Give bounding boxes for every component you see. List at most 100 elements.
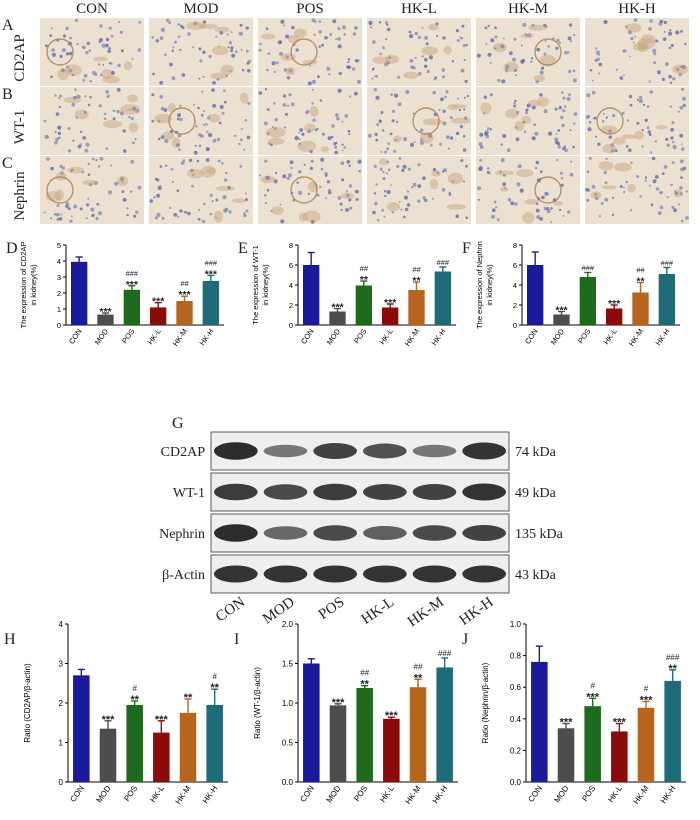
nucleus [373,164,377,168]
nucleus [54,140,58,145]
nucleus [402,137,408,142]
nucleus [351,67,356,71]
nucleus [534,131,539,136]
nucleus [165,164,168,167]
nucleus [499,170,502,174]
nucleus [309,64,311,67]
nucleus [86,203,90,207]
nucleus [98,211,103,216]
nucleus [629,55,632,58]
stain-region [503,62,519,72]
nucleus [633,18,638,22]
nucleus [73,96,77,100]
nucleus [348,133,351,136]
nucleus [316,127,319,130]
nucleus [628,30,633,35]
nucleus [282,174,287,179]
stain-region [627,183,637,193]
nucleus [305,111,308,114]
nucleus [657,70,661,75]
y-tick-label: 0.0 [282,778,294,787]
nucleus [54,130,57,133]
stain-region [372,56,389,64]
stain-region [384,54,399,64]
nucleus [55,112,60,116]
nucleus [672,77,676,81]
nucleus [354,91,358,96]
nucleus [603,20,608,24]
stain-region [625,23,642,33]
nucleus [356,190,360,194]
nucleus [157,119,160,122]
nucleus [54,94,57,97]
nucleus [655,187,660,191]
nucleus [513,102,516,105]
nucleus [543,52,547,56]
nucleus [621,111,625,115]
nucleus [391,119,395,123]
nucleus [99,24,103,28]
comparison-mark: ## [414,662,423,671]
stain-region [54,189,65,202]
nucleus [121,180,124,183]
nucleus [378,119,382,123]
significance-mark: *** [102,714,116,726]
nucleus [70,170,73,173]
bar [126,704,143,782]
nucleus [75,116,79,119]
nucleus [346,65,350,69]
significance-mark: *** [178,289,191,301]
nucleus [674,191,679,195]
nucleus [153,196,156,199]
x-tick-label: CON [298,784,316,804]
nucleus [517,164,522,169]
nucleus [238,143,241,145]
nucleus [569,23,573,27]
nucleus [681,219,684,223]
nucleus [601,120,605,123]
nucleus [661,77,666,81]
nucleus [85,217,88,220]
nucleus [462,135,466,138]
nucleus [206,130,209,134]
nucleus [560,177,564,180]
stain-region [102,75,120,84]
nucleus [524,33,527,36]
nucleus [372,67,375,70]
y-tick-label: 0.0 [510,778,522,787]
group-header: HK-H [618,1,656,17]
nucleus [160,106,165,111]
y-tick-label: 3 [59,660,64,669]
nucleus [478,167,483,172]
nucleus [566,97,571,101]
nucleus [563,145,566,148]
nucleus [669,105,672,108]
stain-region [378,158,389,166]
nucleus [114,181,119,186]
y-axis-label: in kidney(%) [261,264,270,306]
nucleus [193,21,198,26]
nucleus [478,198,480,201]
nucleus [337,37,342,41]
significance-mark: ** [412,275,421,287]
nucleus [586,199,590,202]
nucleus [212,103,217,108]
nucleus [381,208,384,212]
nucleus [622,49,626,53]
nucleus [386,23,389,26]
stain-label: CD2AP [12,34,28,82]
nucleus [224,207,229,212]
stain-region [186,21,206,30]
nucleus [561,123,565,128]
bar [658,274,675,325]
bar [382,307,399,325]
nucleus [88,49,91,52]
nucleus [57,131,62,136]
nucleus [149,199,153,203]
nucleus [495,206,498,209]
nucleus [344,114,349,118]
micrograph-tile [40,18,144,86]
nucleus [465,216,469,220]
comparison-mark: ## [636,266,645,275]
nucleus [420,140,424,145]
